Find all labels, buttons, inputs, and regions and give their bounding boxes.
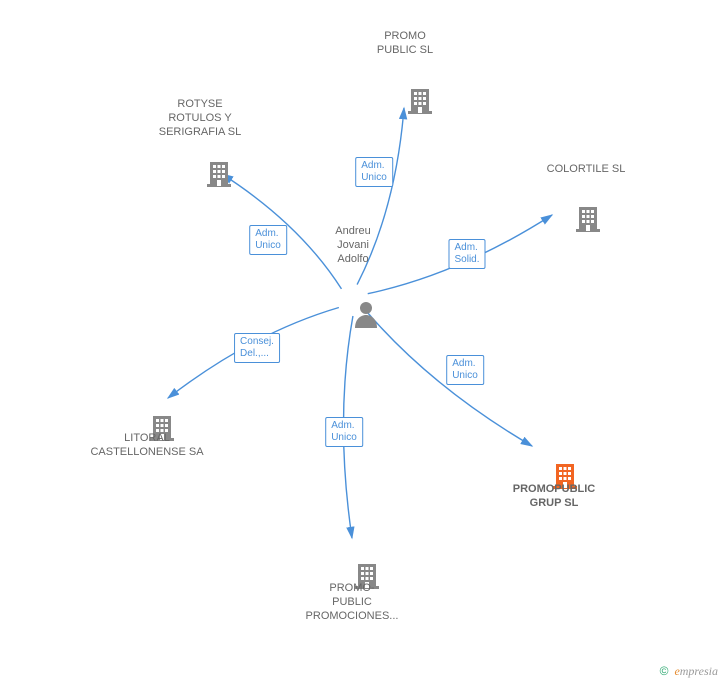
company-label: PROMO- PUBLIC PROMOCIONES... [306,582,399,623]
company-label: COLORTILE SL [547,163,626,177]
edge-label: Consej. Del.,... [234,333,280,363]
company-label: LITORAL CASTELLONENSE SA [90,432,203,460]
company-label: ROTYSE ROTULOS Y SERIGRAFIA SL [159,98,242,139]
company-label: PROMO PUBLIC SL [377,30,433,58]
edge-label: Adm. Unico [355,157,393,187]
edge-label: Adm. Unico [249,225,287,255]
center-label: Andreu Jovani Adolfo [335,225,370,266]
copyright-symbol: © [660,664,669,678]
edge-label: Adm. Solid. [448,239,485,269]
brand-rest: mpresia [680,664,718,678]
footer-credit: © empresia [660,664,718,679]
company-label: PROMOPUBLIC GRUP SL [513,483,596,511]
edge-label: Adm. Unico [325,417,363,447]
edge-label: Adm. Unico [446,355,484,385]
